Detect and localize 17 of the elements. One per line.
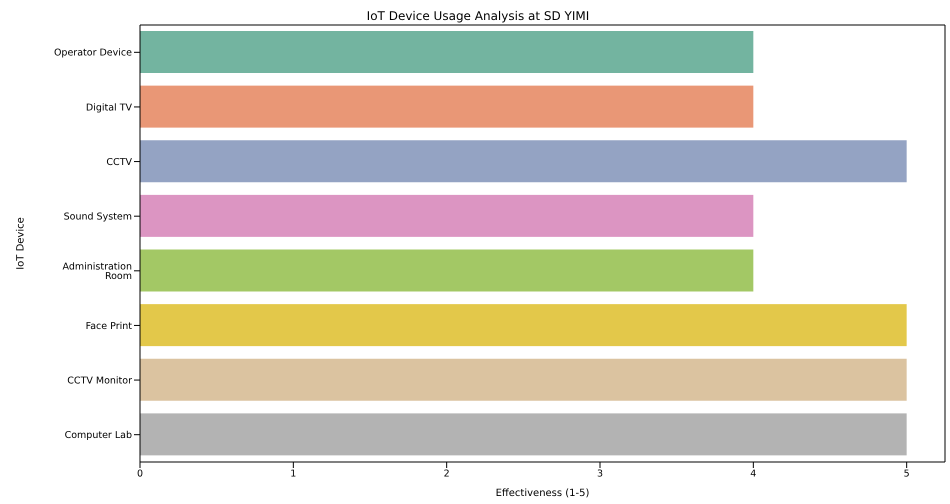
chart-title: IoT Device Usage Analysis at SD YIMI	[366, 8, 590, 24]
y-tick-label: CCTV Monitor	[67, 375, 132, 386]
x-tick-label: 5	[904, 468, 910, 480]
y-tick-label: Operator Device	[54, 48, 132, 59]
x-tick-label: 1	[290, 468, 296, 480]
x-tick-label: 4	[750, 468, 756, 480]
x-axis-title: Effectiveness (1-5)	[496, 488, 590, 499]
y-tick-label: Computer Lab	[64, 430, 132, 442]
y-axis-title: IoT Device	[16, 217, 27, 270]
y-tick-label: Digital TV	[86, 102, 132, 114]
y-tick-label: Face Print	[86, 320, 132, 332]
y-tick-label: Sound System	[64, 212, 132, 223]
y-tick-label: Administration Room	[62, 261, 132, 282]
y-tick-label: CCTV	[106, 156, 132, 168]
x-tick-label: 0	[136, 468, 144, 480]
x-tick-label: 3	[596, 468, 604, 480]
x-tick-label: 2	[444, 468, 450, 480]
